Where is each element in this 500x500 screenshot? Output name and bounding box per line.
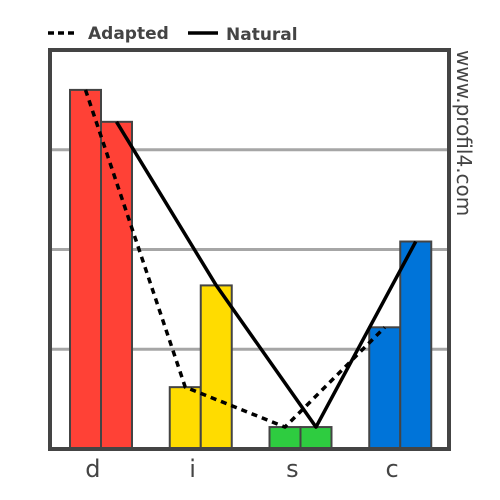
bar-c-natural xyxy=(399,240,433,450)
x-tick-i: i xyxy=(189,455,196,483)
bar-i-adapted xyxy=(168,386,202,450)
bars xyxy=(69,88,433,451)
legend-adapted-label: Adapted xyxy=(88,24,169,44)
line-natural xyxy=(115,120,418,429)
watermark-text: www.profil4.com xyxy=(452,50,476,216)
bar-s-natural xyxy=(299,426,333,450)
bar-d-adapted xyxy=(69,88,102,451)
bar-i-natural xyxy=(199,284,233,450)
bar-s-adapted xyxy=(268,426,302,450)
series-lines xyxy=(83,89,418,429)
x-tick-d: d xyxy=(85,455,100,483)
legend-natural-label: Natural xyxy=(226,25,298,45)
plot-frame xyxy=(48,48,451,451)
line-adapted xyxy=(83,89,386,429)
x-tick-s: s xyxy=(286,455,299,483)
bar-d-natural xyxy=(100,120,133,450)
legend: Adapted Natural xyxy=(48,24,298,45)
bar-c-adapted xyxy=(368,326,402,450)
x-tick-c: c xyxy=(386,455,399,483)
